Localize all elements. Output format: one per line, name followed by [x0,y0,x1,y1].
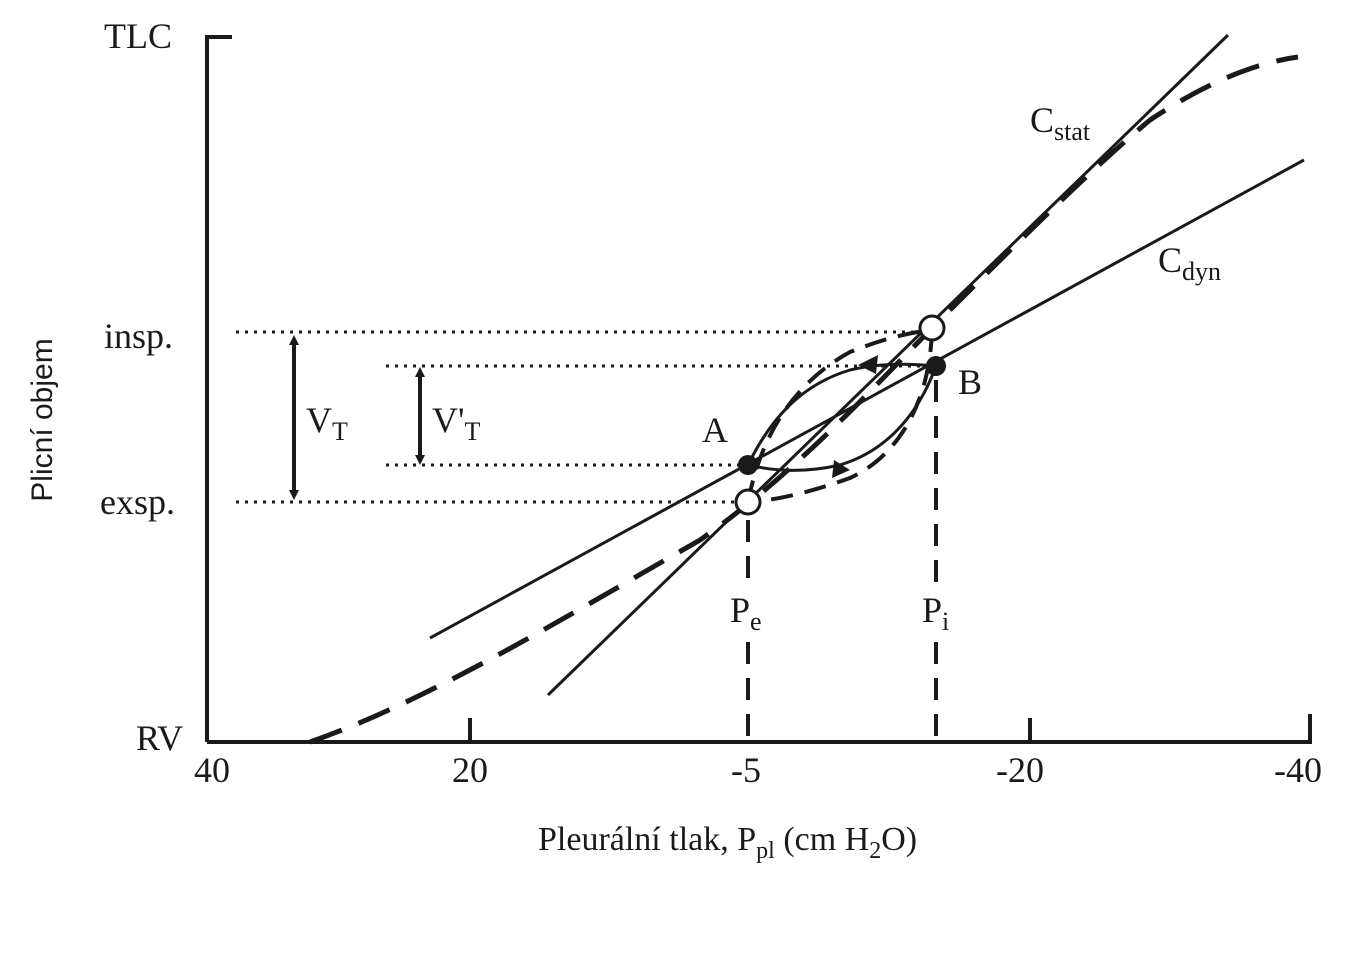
y-axis-insp-label: insp. [104,316,173,356]
point-b-marker [926,356,946,376]
inspiration-loop-curve [746,362,937,466]
inspiration-loop-dashed [746,328,933,503]
c-dyn-line [429,158,1305,640]
pi-label-main: P [922,590,942,630]
pe-label: Pe [730,590,762,636]
insp-static-point [918,314,946,342]
pi-label-sub: i [942,607,949,636]
exp-static-point [734,488,762,516]
pe-label-sub: e [750,607,762,636]
pi-label: Pi [922,590,949,636]
y-axis-tlc-label: TLC [104,16,172,56]
point-a-label: A [702,410,728,450]
x-tick-label-20: 20 [452,750,488,790]
c-stat-label-sub: stat [1054,117,1091,146]
vt-prime-label-main: V' [432,400,464,440]
x-tick-label-40: 40 [194,750,230,790]
vt-label: VT [306,400,348,446]
loop-arrow-upper [858,355,878,374]
x-axis-title-unit-start: (cm H [775,821,869,858]
vt-label-sub: T [332,417,348,446]
y-axis-rv-label: RV [136,718,183,758]
x-axis-title-unit-sub: 2 [869,838,881,864]
c-dyn-label-sub: dyn [1182,257,1221,286]
x-tick-label-minus40: -40 [1274,750,1322,790]
vt-prime-label-sub: T [464,417,480,446]
c-stat-label: Cstat [1030,100,1091,146]
expiration-loop-dashed [751,329,934,504]
x-tick-label-minus20: -20 [996,750,1044,790]
pe-label-main: P [730,590,750,630]
x-tick-label-minus5: -5 [731,750,761,790]
c-stat-label-main: C [1030,100,1054,140]
loop-arrow-lower [832,460,850,478]
x-axis-title-unit-end: O) [881,821,917,858]
static-pv-curve [309,54,1299,745]
vt-label-main: V [306,400,332,440]
point-b-label: B [958,362,982,402]
c-dyn-label: Cdyn [1158,240,1221,286]
c-dyn-label-main: C [1158,240,1182,280]
point-a-marker [738,455,758,475]
y-axis-title: Plicní objem [26,338,59,501]
y-axis-exp-label: exsp. [100,482,175,522]
x-axis-title: Pleurální tlak, Ppl (cm H2O) [538,821,917,864]
vt-prime-label: V'T [432,400,480,446]
x-axis-title-sub: pl [756,838,775,864]
x-axis-title-main: Pleurální tlak, P [538,821,756,858]
